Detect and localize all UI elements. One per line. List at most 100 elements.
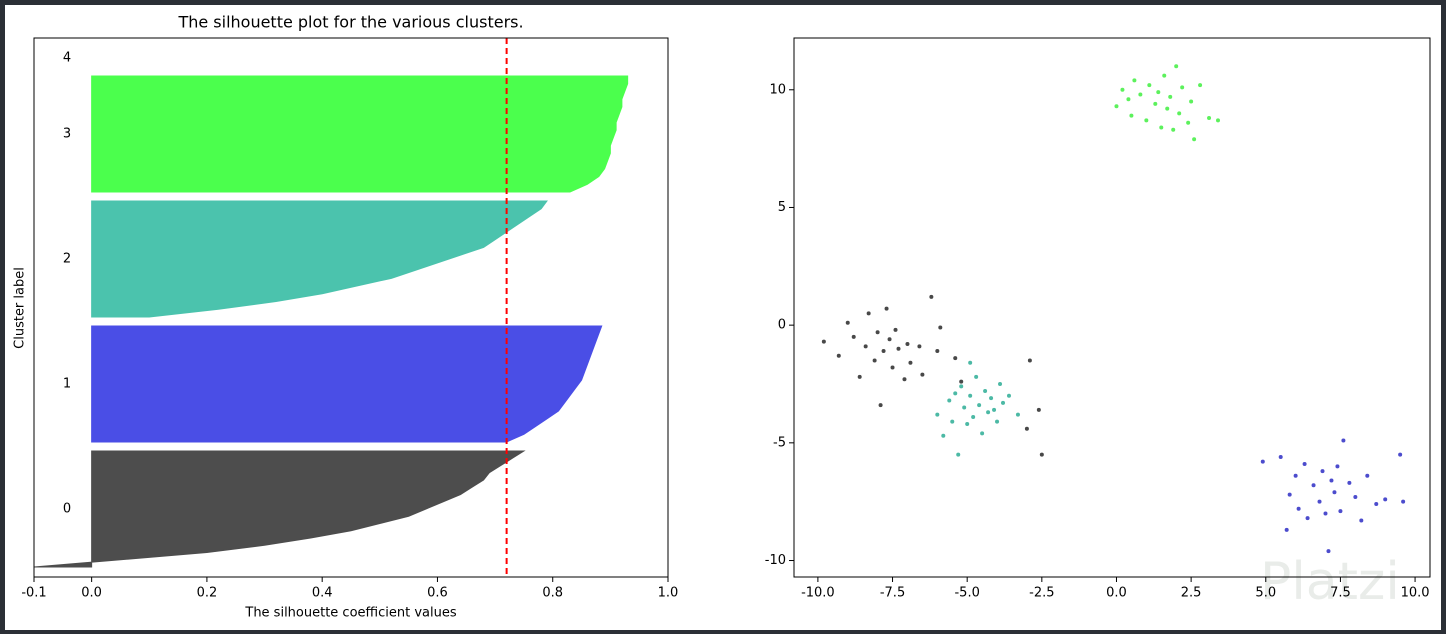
scatter-point	[1311, 483, 1316, 488]
scatter-point	[1320, 469, 1325, 474]
scatter-point	[1171, 127, 1176, 132]
scatter-point	[1006, 393, 1011, 398]
scatter-point	[1302, 462, 1307, 467]
silhouette-area	[91, 200, 548, 318]
scatter-point	[851, 334, 856, 339]
scatter-point	[962, 405, 967, 410]
scatter-point	[1323, 511, 1328, 516]
scatter-point	[1353, 494, 1358, 499]
scatter-point	[953, 391, 958, 396]
scatter-point	[1156, 90, 1161, 95]
scatter-point	[1198, 83, 1203, 88]
scatter-point	[935, 349, 940, 354]
scatter-point	[884, 306, 889, 311]
scatter-point	[935, 412, 940, 417]
scatter-point	[1180, 85, 1185, 90]
scatter-point	[1162, 73, 1167, 78]
x-tick-label: 0.0	[81, 586, 102, 601]
scatter-point	[1138, 92, 1143, 97]
axes-frame	[793, 37, 1431, 578]
scatter-point	[1120, 87, 1125, 92]
scatter-point	[1039, 452, 1044, 457]
scatter-point	[893, 327, 898, 332]
watermark: Platzi	[1260, 552, 1400, 612]
scatter-point	[863, 344, 868, 349]
scatter-point	[1153, 101, 1158, 106]
silhouette-area	[91, 325, 603, 443]
scatter-point	[959, 384, 964, 389]
scatter-point	[1335, 464, 1340, 469]
y-tick-label: 10	[769, 82, 786, 97]
scatter-point	[1383, 497, 1388, 502]
scatter-point	[1341, 438, 1346, 443]
scatter-point	[878, 403, 883, 408]
scatter-point	[1338, 509, 1343, 514]
x-tick-label: -10.0	[801, 586, 835, 601]
scatter-point	[1347, 480, 1352, 485]
x-tick-label: 0.0	[1106, 586, 1127, 601]
scatter-point	[992, 407, 997, 412]
scatter-point	[1177, 111, 1182, 116]
scatter-point	[908, 360, 913, 365]
scatter-point	[836, 353, 841, 358]
scatter-point	[950, 419, 955, 424]
scatter-point	[866, 311, 871, 316]
y-tick-label: 0	[63, 502, 71, 517]
scatter-point	[875, 330, 880, 335]
x-tick-label: 0.8	[542, 586, 563, 601]
scatter-point	[1027, 358, 1032, 363]
scatter-point	[1186, 120, 1191, 125]
scatter-point	[956, 452, 961, 457]
scatter-point	[872, 358, 877, 363]
scatter-point	[1260, 459, 1265, 464]
scatter-point	[1401, 499, 1406, 504]
scatter-point	[1144, 118, 1149, 123]
scatter-point	[1015, 412, 1020, 417]
scatter-point	[1165, 106, 1170, 111]
scatter-point	[929, 294, 934, 299]
x-tick-label: 0.4	[312, 586, 333, 601]
scatter-point	[1129, 113, 1134, 118]
scatter-point	[998, 381, 1003, 386]
scatter-point	[968, 360, 973, 365]
scatter-point	[1024, 426, 1029, 431]
x-tick-label: -0.1	[21, 586, 46, 601]
scatter-point	[1326, 549, 1331, 554]
scatter-point	[1374, 502, 1379, 507]
scatter-point	[974, 374, 979, 379]
scatter-point	[887, 337, 892, 342]
scatter-point	[1296, 506, 1301, 511]
scatter-point	[968, 393, 973, 398]
silhouette-area	[91, 75, 629, 193]
scatter-point	[1329, 478, 1334, 483]
scatter-point	[881, 349, 886, 354]
scatter-point	[941, 433, 946, 438]
scatter-point	[1192, 137, 1197, 142]
scatter-point	[1305, 516, 1310, 521]
x-tick-label: 1.0	[658, 586, 679, 601]
x-axis-label: The silhouette coefficient values	[244, 606, 456, 621]
y-axis-label: Cluster label	[13, 267, 28, 349]
x-tick-label: 7.5	[1330, 586, 1351, 601]
scatter-point	[1287, 492, 1292, 497]
scatter-point	[1114, 104, 1119, 109]
scatter-point	[965, 422, 970, 427]
y-tick-label: 0	[778, 318, 786, 333]
scatter-point	[917, 344, 922, 349]
x-tick-label: -7.5	[880, 586, 905, 601]
y-tick-label: 3	[63, 127, 71, 142]
scatter-point	[905, 341, 910, 346]
scatter-point	[890, 365, 895, 370]
x-tick-label: -5.0	[954, 586, 979, 601]
scatter-point	[1132, 78, 1137, 83]
scatter-point	[938, 325, 943, 330]
scatter-point	[995, 419, 1000, 424]
scatter-point	[1207, 116, 1212, 121]
scatter-point	[920, 372, 925, 377]
y-tick-label: -5	[773, 435, 786, 450]
scatter-point	[1278, 454, 1283, 459]
x-tick-label: -2.5	[1029, 586, 1054, 601]
scatter-point	[971, 414, 976, 419]
scatter-point	[989, 396, 994, 401]
